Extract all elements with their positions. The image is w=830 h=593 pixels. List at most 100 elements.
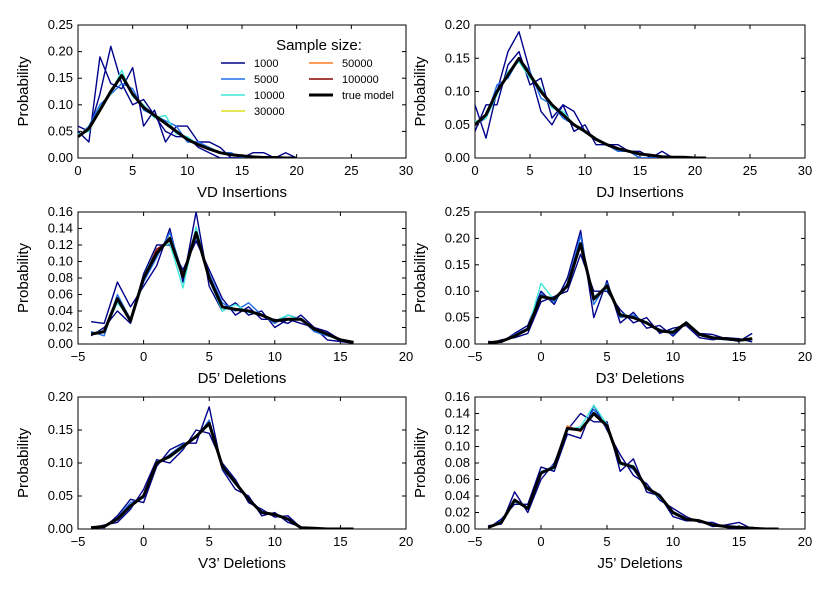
series-line-50000 xyxy=(487,412,779,529)
y-tick-label: 0.20 xyxy=(48,389,73,404)
y-tick-label: 0.04 xyxy=(48,303,73,318)
x-tick-label: 15 xyxy=(732,534,746,549)
x-axis-label: D3’ Deletions xyxy=(596,370,685,387)
y-tick-label: 0.05 xyxy=(48,123,73,138)
series-line-10000 xyxy=(90,226,354,344)
y-axis-label: Probability xyxy=(412,56,429,127)
x-tick-label: 15 xyxy=(732,349,746,364)
plot-area xyxy=(475,31,706,158)
legend-item: 5000 xyxy=(221,74,278,86)
subplot-2: 0 5 10 15 20 25 30 0.00 0.05 0.10 0.15 0.20 DJ Inser… xyxy=(412,17,812,201)
legend-label: 5000 xyxy=(254,74,278,86)
legend-title: Sample size: xyxy=(276,37,362,54)
x-tick-label: 25 xyxy=(344,163,358,178)
y-axis-label: Probability xyxy=(15,427,32,498)
y-tick-label: 0.00 xyxy=(48,521,73,536)
y-tick-label: 0.00 xyxy=(48,150,73,165)
series-line-5000 xyxy=(78,82,297,158)
legend: Sample size: 1000 5000 10000 30000 50000 10000… xyxy=(221,37,394,118)
x-tick-label: −5 xyxy=(71,534,86,549)
x-tick-label: 0 xyxy=(74,163,81,178)
x-tick-label: 25 xyxy=(743,163,757,178)
plot-area xyxy=(487,404,779,529)
x-tick-label: 10 xyxy=(180,163,194,178)
x-tick-label: 5 xyxy=(603,349,610,364)
y-tick-label: 0.15 xyxy=(445,257,470,272)
x-axis-label: DJ Insertions xyxy=(596,184,684,201)
axes-frame xyxy=(474,211,806,345)
legend-item: 10000 xyxy=(221,90,285,102)
plot-area xyxy=(90,212,354,344)
y-tick-label: 0.06 xyxy=(48,287,73,302)
x-tick-label: 10 xyxy=(666,534,680,549)
x-tick-label: 15 xyxy=(333,534,347,549)
y-tick-label: 0.08 xyxy=(445,455,470,470)
x-tick-label: 20 xyxy=(688,163,702,178)
x-tick-label: 0 xyxy=(537,349,544,364)
x-tick-label: 5 xyxy=(526,163,533,178)
legend-item: 30000 xyxy=(221,106,285,118)
y-axis-label: Probability xyxy=(412,427,429,498)
legend-label: 100000 xyxy=(342,74,379,86)
series-line-true-model xyxy=(487,412,779,529)
y-tick-label: 0.08 xyxy=(48,270,73,285)
x-tick-label: 5 xyxy=(206,534,213,549)
plot-area xyxy=(90,406,354,529)
y-tick-label: 0.00 xyxy=(48,336,73,351)
x-tick-label: 20 xyxy=(798,534,812,549)
y-tick-label: 0.10 xyxy=(445,439,470,454)
x-tick-label: 0 xyxy=(140,349,147,364)
x-tick-label: 5 xyxy=(206,349,213,364)
legend-label: 50000 xyxy=(342,58,373,70)
legend-item: 50000 xyxy=(309,58,373,70)
x-tick-label: 5 xyxy=(129,163,136,178)
legend-item: 100000 xyxy=(309,74,379,86)
series-line-30000 xyxy=(487,412,779,529)
x-tick-label: 30 xyxy=(399,163,413,178)
y-tick-label: 0.20 xyxy=(445,230,470,245)
series-line-5000 xyxy=(91,419,354,529)
y-tick-label: 0.20 xyxy=(445,17,470,32)
x-tick-label: 0 xyxy=(471,163,478,178)
y-tick-label: 0.14 xyxy=(48,221,73,236)
y-tick-label: 0.00 xyxy=(445,336,470,351)
y-tick-label: 0.16 xyxy=(48,204,73,219)
x-tick-label: −5 xyxy=(468,534,483,549)
y-axis-label: Probability xyxy=(15,242,32,313)
x-tick-label: 10 xyxy=(666,349,680,364)
y-tick-label: 0.02 xyxy=(48,320,73,335)
y-tick-label: 0.10 xyxy=(445,283,470,298)
series-line-true-model xyxy=(90,421,354,529)
y-tick-label: 0.12 xyxy=(48,237,73,252)
subplot-3: −5 0 5 10 15 200.000.020.040.060.080.100.120.… xyxy=(15,204,413,387)
x-tick-label: 20 xyxy=(399,349,413,364)
legend-label: 30000 xyxy=(254,106,285,118)
x-tick-label: 20 xyxy=(399,534,413,549)
series-line-1000 xyxy=(488,412,779,529)
y-tick-label: 0.00 xyxy=(445,150,470,165)
y-tick-label: 0.15 xyxy=(48,70,73,85)
y-axis-label: Probability xyxy=(412,242,429,313)
series-line-5000 xyxy=(90,231,354,344)
y-tick-label: 0.25 xyxy=(48,17,73,32)
legend-item: 1000 xyxy=(221,58,278,70)
series-line-100000 xyxy=(91,422,354,529)
series-line-1000 xyxy=(90,429,354,529)
y-tick-label: 0.10 xyxy=(48,455,73,470)
plot-area xyxy=(487,229,753,344)
y-tick-label: 0.15 xyxy=(48,422,73,437)
x-tick-label: 10 xyxy=(578,163,592,178)
legend-label: 1000 xyxy=(254,58,278,70)
series-line-50000 xyxy=(91,422,354,529)
series-line-true-model xyxy=(488,242,753,344)
x-tick-label: 15 xyxy=(333,349,347,364)
axes-frame xyxy=(77,211,407,345)
legend-label: 10000 xyxy=(254,90,285,102)
series-line-10000 xyxy=(91,424,354,529)
y-tick-label: 0.06 xyxy=(445,472,470,487)
series-line-100000 xyxy=(90,231,354,344)
y-tick-label: 0.04 xyxy=(445,488,470,503)
y-tick-label: 0.20 xyxy=(48,44,73,59)
subplot-6: −5 0 5 10 15 200.000.020.040.060.080.100.120.… xyxy=(412,389,812,572)
